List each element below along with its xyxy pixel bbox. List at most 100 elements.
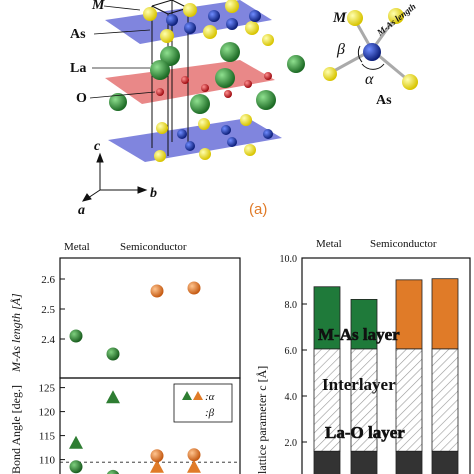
right-group-label-metal: Metal	[316, 238, 342, 250]
m-atom	[221, 125, 231, 135]
as-atom	[183, 3, 197, 17]
bottom-scatter-marks	[60, 390, 240, 474]
as-atom	[199, 148, 211, 160]
left-group-label-semiconductor: Semiconductor	[120, 241, 187, 253]
interlayer-segment	[313, 348, 341, 452]
mas-segment	[431, 278, 459, 350]
tetrahedron-inset	[323, 8, 418, 90]
as-atom	[240, 114, 252, 126]
pointer-as	[93, 29, 151, 35]
top-y-ticks: 2.6 2.5 2.4	[41, 274, 65, 346]
as-atom	[203, 25, 217, 39]
length-point	[187, 281, 201, 295]
o-atom	[181, 76, 189, 84]
legend-alpha: :α	[205, 391, 215, 403]
legend-triangle-orange	[193, 391, 203, 400]
la-atom	[220, 42, 240, 62]
m-atom	[263, 129, 273, 139]
la-atom	[190, 94, 210, 114]
m-atom	[227, 137, 237, 147]
inset-label-m: M	[332, 10, 347, 26]
label-as: As	[70, 27, 86, 42]
left-panel: Metal Semiconductor 2.62.52.4 1251201151…	[9, 241, 241, 474]
top-scatter-marks	[69, 281, 201, 361]
axis-label-a: a	[78, 203, 85, 218]
length-point	[69, 329, 83, 343]
as-atom	[154, 150, 166, 162]
legend-beta: :β	[205, 407, 215, 419]
crystal-structure: M As La O c b a	[70, 0, 418, 218]
o-atom	[201, 84, 209, 92]
axis-label-c: c	[94, 139, 101, 154]
la-atom	[287, 55, 305, 73]
m-atom	[226, 18, 238, 30]
lao-layer-atoms	[109, 42, 305, 114]
m-atom	[208, 10, 220, 22]
mas-segment	[350, 298, 378, 350]
o-atom	[264, 72, 272, 80]
right-plot-frame	[301, 257, 471, 474]
mas-segment	[395, 279, 423, 350]
la-atom	[160, 46, 180, 66]
top-ylabel: M-As length [Å]	[9, 293, 23, 373]
as-atom	[160, 29, 174, 43]
right-group-label-semiconductor: Semiconductor	[370, 238, 437, 250]
la-atom	[150, 60, 170, 80]
bottom-tick-label: 120	[39, 407, 56, 419]
right-tick-label: 2.0	[285, 438, 298, 449]
la-atom	[109, 93, 127, 111]
pointer-m	[103, 5, 141, 11]
la-atom	[215, 68, 235, 88]
mas-segment	[313, 286, 341, 350]
left-group-label-metal: Metal	[64, 241, 90, 253]
inset-label-alpha: α	[365, 71, 374, 88]
length-point	[150, 284, 164, 298]
as-atom	[244, 144, 256, 156]
inset-label-beta: β	[336, 41, 345, 58]
bottom-tick-label: 115	[39, 431, 56, 443]
right-ylabel: lattice parameter c [Å]	[255, 366, 269, 474]
top-layer-atoms	[143, 0, 274, 46]
bottom-layer-atoms	[154, 114, 273, 162]
angle-legend: :α :β	[173, 383, 233, 423]
top-tick-label: 2.5	[41, 304, 55, 316]
label-la: La	[70, 61, 86, 76]
alpha-point	[106, 390, 120, 404]
m-atom	[185, 141, 195, 151]
lao-segment	[350, 450, 378, 474]
right-tick-label: 6.0	[285, 346, 298, 357]
label-o: O	[76, 91, 87, 106]
top-tick-label: 2.4	[41, 334, 55, 346]
label-m: M	[91, 0, 105, 13]
top-plot-frame	[59, 257, 241, 379]
o-atom	[244, 80, 252, 88]
la-atom	[256, 90, 276, 110]
inset-label-length: M-As length	[374, 1, 417, 38]
inset-label-as: As	[376, 93, 392, 108]
as-atom	[225, 0, 239, 13]
crystal-axes	[81, 152, 148, 202]
right-panel: Metal Semiconductor 10.0 8.0 6.0 4.0 2.0 lat…	[255, 238, 471, 474]
bottom-ylabel: Bond Angle [deg.]	[9, 385, 23, 474]
alpha-point	[69, 435, 83, 449]
lao-segment	[395, 450, 423, 474]
o-atom	[156, 88, 164, 96]
as-atom	[198, 118, 210, 130]
as-atom	[143, 7, 157, 21]
bottom-y-ticks: 125 120 115 110	[39, 383, 65, 467]
layer-label-mas: M-As layer	[318, 325, 400, 344]
right-tick-label: 10.0	[280, 254, 298, 265]
legend-triangle-green	[182, 391, 192, 400]
beta-point	[69, 460, 83, 474]
pointer-o	[89, 91, 156, 99]
lao-segment	[431, 450, 459, 474]
layer-label-lao: La-O layer	[325, 423, 405, 442]
panel-label-a: (a)	[249, 201, 267, 218]
right-tick-label: 4.0	[285, 392, 298, 403]
bottom-mas-plane	[108, 118, 282, 162]
as-atom	[156, 122, 168, 134]
top-tick-label: 2.6	[41, 274, 55, 286]
layer-label-interlayer: Interlayer	[322, 375, 396, 394]
beta-point	[150, 449, 164, 463]
